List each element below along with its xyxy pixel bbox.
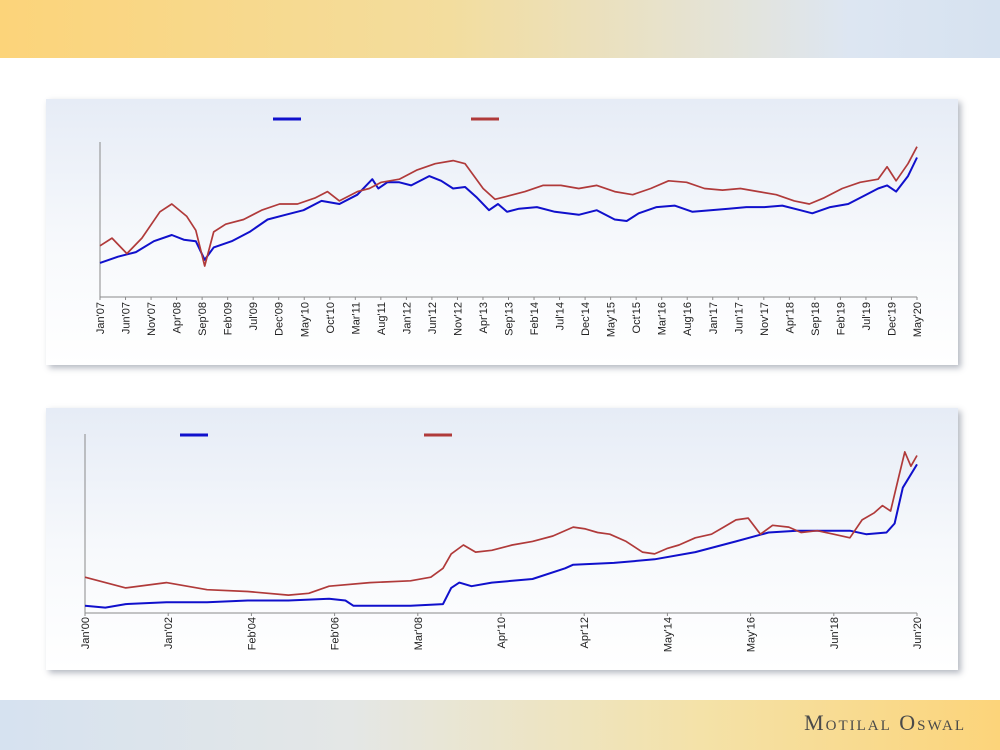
x-tick-label-top: Apr'08: [172, 302, 184, 333]
x-tick-label-top: Jun'17: [733, 302, 745, 334]
x-tick-label-top: Sep'18: [810, 302, 822, 336]
x-tick-label-bottom: Jan'02: [163, 617, 175, 649]
x-tick-label-top: Jan'12: [401, 302, 413, 334]
x-tick-label-top: Dec'19: [886, 302, 898, 336]
x-tick-label-top: Nov'17: [759, 302, 771, 336]
header-band: [0, 0, 1000, 58]
x-tick-label-top: Sep'08: [197, 302, 209, 336]
x-tick-label-top: Jul'14: [555, 302, 567, 330]
series-line-top-blue: [99, 157, 918, 264]
x-tick-label-top: Dec'09: [274, 302, 286, 336]
x-tick-label-top: Mar'11: [350, 302, 362, 334]
chart-panel-top: Jan'07 Jun'07 Nov'07 Apr'08 Sep'08 Feb'09 Jul'…: [46, 99, 958, 365]
x-tick-label-top: May'20: [912, 302, 924, 337]
series-line-bottom-red: [84, 451, 918, 596]
x-tick-label-top: Jun'07: [121, 302, 133, 334]
x-tick-label-top: Sep'13: [504, 302, 516, 336]
x-tick-label-bottom: Apr'10: [496, 617, 508, 648]
x-tick-label-top: May'10: [299, 302, 311, 337]
x-tick-label-top: Feb'09: [223, 302, 235, 335]
x-tick-label-bottom: Jan'00: [80, 617, 92, 649]
x-tick-label-top: Nov'07: [146, 302, 158, 336]
x-tick-label-bottom: Jun'18: [829, 617, 841, 649]
x-tick-label-top: Feb'14: [529, 302, 541, 335]
x-tick-label-top: Apr'13: [478, 302, 490, 333]
x-tick-label-top: Jan'07: [95, 302, 107, 334]
x-tick-label-bottom: Jun'20: [912, 617, 924, 649]
series-line-bottom-blue: [84, 463, 918, 609]
line-chart-top: Jan'07 Jun'07 Nov'07 Apr'08 Sep'08 Feb'09 Jul'…: [95, 117, 924, 337]
x-tick-label-top: May'15: [606, 302, 618, 337]
x-tick-label-bottom: May'14: [662, 617, 674, 652]
x-tick-label-top: Nov'12: [452, 302, 464, 336]
x-tick-label-top: Aug'16: [682, 302, 694, 336]
x-tick-label-top: Mar'16: [657, 302, 669, 335]
line-chart-bottom: Jan'00 Jan'02 Feb'04 Feb'06 Mar'08 Apr'10 Apr'…: [80, 433, 924, 652]
x-tick-label-top: Dec'14: [580, 302, 592, 336]
series-line-top-red: [99, 146, 918, 267]
x-tick-label-bottom: Apr'12: [579, 617, 591, 648]
x-tick-label-top: Jul'09: [248, 302, 260, 330]
x-tick-label-bottom: Feb'06: [330, 617, 342, 650]
x-tick-label-top: Jan'17: [708, 302, 720, 334]
x-tick-label-top: Apr'18: [784, 302, 796, 333]
x-tick-label-top: Aug'11: [376, 302, 388, 335]
x-tick-label-bottom: May'16: [746, 617, 758, 652]
x-tick-label-top: Oct'10: [325, 302, 337, 333]
x-tick-label-top: Jun'12: [427, 302, 439, 334]
x-tick-label-bottom: Mar'08: [413, 617, 425, 650]
x-tick-label-top: Oct'15: [631, 302, 643, 333]
x-tick-label-top: Jul'19: [861, 302, 873, 330]
chart-panel-bottom: Jan'00 Jan'02 Feb'04 Feb'06 Mar'08 Apr'10 Apr'…: [46, 408, 958, 670]
x-tick-label-top: Feb'19: [835, 302, 847, 335]
x-tick-label-bottom: Feb'04: [246, 617, 258, 650]
footer-band: [0, 700, 1000, 750]
brand-logo-text: Motilal Oswal: [804, 710, 966, 735]
